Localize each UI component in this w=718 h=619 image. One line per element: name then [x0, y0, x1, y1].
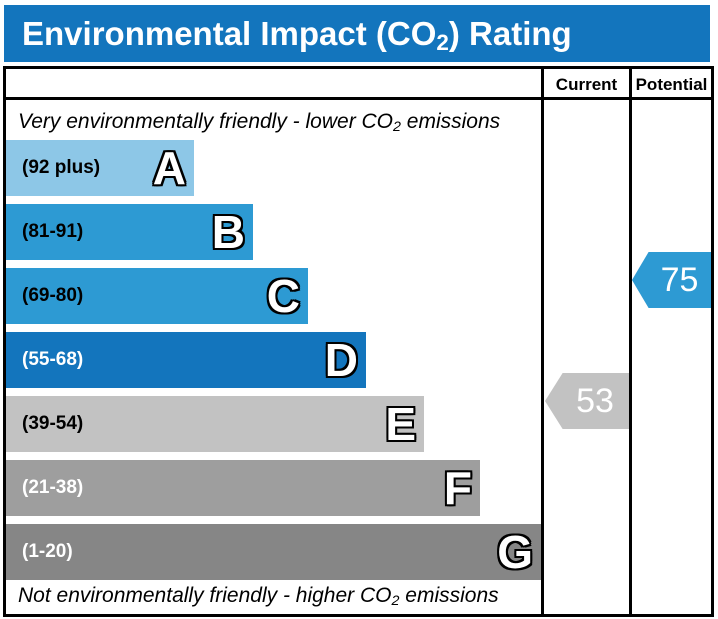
- top-note: Very environmentally friendly - lower CO…: [18, 110, 501, 136]
- band-letter: F: [443, 462, 472, 514]
- co2-subscript: 2: [391, 593, 400, 610]
- band-d: (55-68) D: [6, 332, 366, 388]
- band-letter: C: [266, 270, 300, 322]
- current-marker: 53: [545, 373, 629, 429]
- column-divider-current: [541, 69, 544, 614]
- band-letter: A: [152, 142, 186, 194]
- band-range-label: (21-38): [22, 477, 84, 498]
- co2-rating-table: Current Potential Very environmentally f…: [3, 66, 714, 617]
- band-a: (92 plus) A: [6, 140, 194, 196]
- band-range-label: (69-80): [22, 285, 84, 306]
- band-letter: E: [385, 398, 416, 450]
- bottom-note: Not environmentally friendly - higher CO…: [18, 584, 499, 610]
- band-b: (81-91) B: [6, 204, 253, 260]
- current-column-header: Current: [555, 75, 618, 94]
- band-range-label: (55-68): [22, 349, 84, 370]
- band-letter: D: [324, 334, 358, 386]
- band-c: (69-80) C: [6, 268, 308, 324]
- page-title-banner: Environmental Impact (CO2) Rating: [4, 5, 710, 62]
- band-range-label: (81-91): [22, 221, 84, 242]
- band-e: (39-54) E: [6, 396, 424, 452]
- band-letter: B: [211, 206, 245, 258]
- co2-subscript: 2: [393, 119, 401, 136]
- current-value: 53: [576, 382, 614, 420]
- column-divider-potential: [629, 69, 632, 614]
- potential-column-header: Potential: [635, 75, 708, 94]
- page-title: Environmental Impact (CO2) Rating: [22, 15, 572, 55]
- band-range-label: (1-20): [22, 541, 73, 562]
- table-header-row: Current Potential: [6, 69, 711, 100]
- potential-value: 75: [660, 261, 699, 299]
- band-g: (1-20) G: [6, 524, 541, 580]
- band-letter: G: [497, 526, 533, 578]
- band-range-label: (92 plus): [22, 157, 101, 178]
- band-range-label: (39-54): [22, 413, 84, 434]
- band-f: (21-38) F: [6, 460, 480, 516]
- potential-marker: 75: [632, 252, 711, 308]
- co2-subscript: 2: [436, 29, 449, 55]
